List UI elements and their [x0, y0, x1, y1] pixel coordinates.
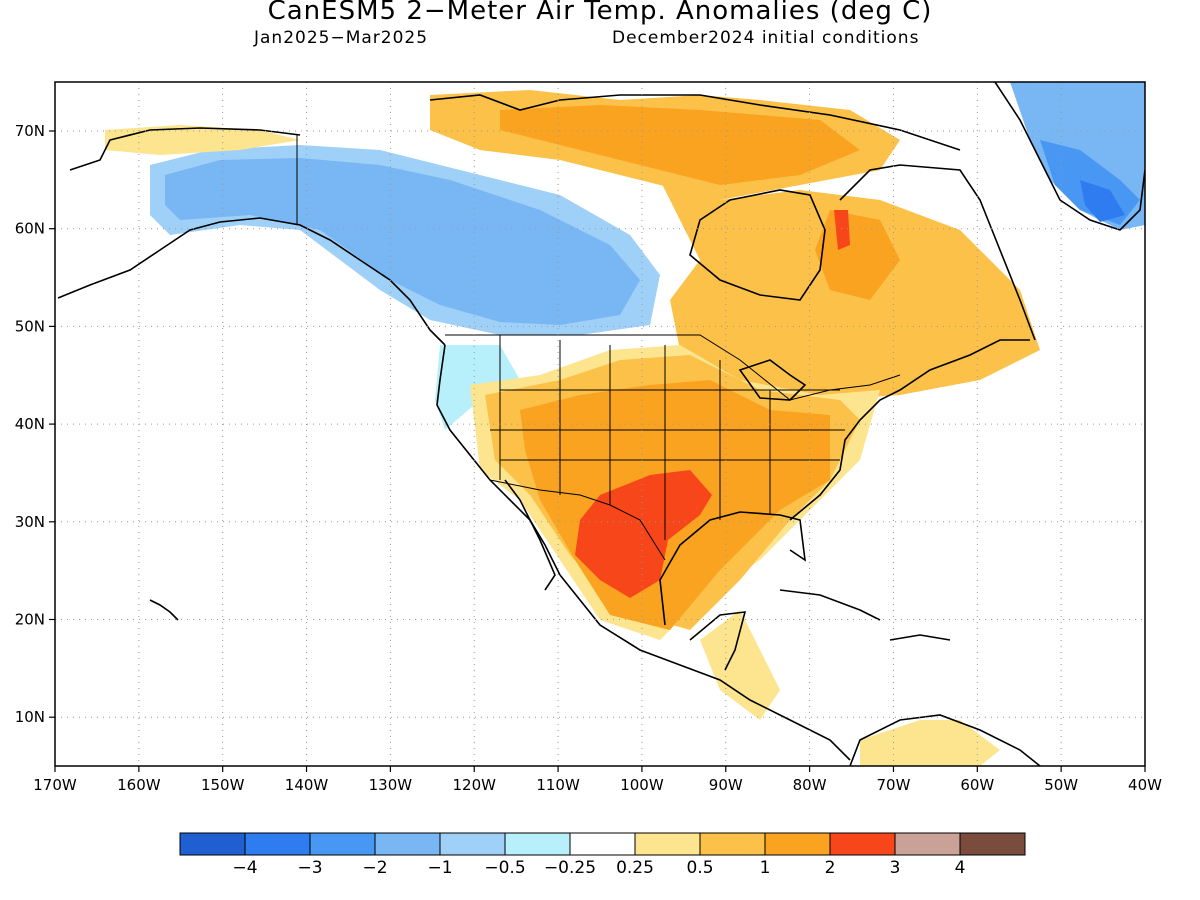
- lat-label: 20N: [15, 611, 45, 629]
- coastline-caribbean: [889, 634, 951, 641]
- colorbar-swatch: [634, 832, 701, 856]
- coastline-labrador: [839, 164, 1036, 341]
- coastline-alaska: [57, 217, 446, 346]
- lat-label: 60N: [15, 220, 45, 238]
- region-hot-quebec: [834, 210, 850, 250]
- coastline-us-west: [436, 344, 561, 576]
- colorbar-swatch: [764, 832, 831, 856]
- axis-ticks: [49, 130, 1146, 772]
- coastline-greenland: [994, 82, 1145, 231]
- colorbar-label: 4: [955, 858, 966, 878]
- colorbar-label: −0.25: [544, 858, 596, 878]
- region-cold-western-canada: [165, 158, 640, 325]
- colorbar: −4 −3 −2 −1 −0.5 −0.25 0.25 0.5 1 2 3 4: [179, 832, 1026, 878]
- region-hot-texas-mexico: [575, 470, 712, 598]
- colorbar-label: 0.5: [686, 858, 713, 878]
- colorbar-label: −2: [362, 858, 387, 878]
- coastline-great-lakes: [738, 359, 807, 401]
- lon-label: 90W: [709, 776, 743, 794]
- coastline-cuba: [779, 589, 881, 621]
- map-title: CanESM5 2−Meter Air Temp. Anomalies (deg…: [267, 0, 933, 26]
- coastline-yucatan: [689, 611, 747, 671]
- region-slight-warm-central-america: [700, 610, 780, 720]
- lon-label: 120W: [452, 776, 496, 794]
- lon-label: 150W: [201, 776, 245, 794]
- colorbar-swatch: [504, 832, 571, 856]
- coastline-hawaii: [149, 599, 179, 621]
- lon-label: 60W: [960, 776, 994, 794]
- colorbar-swatch: [179, 832, 246, 856]
- colorbar-swatch: [374, 832, 441, 856]
- lat-label: 70N: [15, 122, 45, 140]
- border-us-mexico: [489, 479, 666, 561]
- coastline-arctic-islands: [429, 94, 961, 151]
- colorbar-swatch: [894, 832, 961, 856]
- axis-labels: 170W 160W 150W 140W 130W 120W 110W 100W 90W 80W 70…: [15, 122, 1162, 794]
- colorbar-swatch: [959, 832, 1026, 856]
- anomaly-fields: [105, 82, 1145, 766]
- lon-label: 110W: [536, 776, 580, 794]
- lon-label: 140W: [285, 776, 329, 794]
- initial-conditions: December2024 initial conditions: [612, 28, 920, 48]
- region-slight-warm-alaska-coast: [105, 125, 300, 155]
- coastline-baja: [504, 479, 556, 591]
- lon-label: 50W: [1044, 776, 1078, 794]
- colorbar-label: 2: [825, 858, 836, 878]
- border-us-canada: [445, 334, 901, 401]
- region-coldest-greenland: [1080, 180, 1125, 222]
- colorbar-swatch: [439, 832, 506, 856]
- colorbar-label: −4: [232, 858, 257, 878]
- lat-label: 40N: [15, 415, 45, 433]
- lat-label: 30N: [15, 513, 45, 531]
- colorbar-swatch: [244, 832, 311, 856]
- colorbar-swatch: [699, 832, 766, 856]
- colorbar-swatch: [829, 832, 896, 856]
- region-slight-warm-south-america: [860, 720, 1000, 766]
- region-warm-arctic-core: [500, 105, 860, 185]
- lon-label: 80W: [793, 776, 827, 794]
- forecast-period: Jan2025−Mar2025: [254, 28, 429, 48]
- colorbar-label: 3: [890, 858, 901, 878]
- lon-label: 130W: [369, 776, 413, 794]
- lon-label: 70W: [877, 776, 911, 794]
- graticule: [55, 82, 1145, 766]
- colorbar-swatch: [569, 832, 636, 856]
- colorbar-label: −1: [427, 858, 452, 878]
- colorbar-label: −0.5: [484, 858, 525, 878]
- colorbar-swatch: [309, 832, 376, 856]
- coastline-us-east: [789, 339, 1030, 521]
- lon-label: 40W: [1128, 776, 1162, 794]
- coastline-alaska-north: [69, 127, 301, 171]
- colorbar-label: 1: [760, 858, 771, 878]
- lon-label: 100W: [620, 776, 664, 794]
- coastline-south-america: [849, 714, 1041, 766]
- lon-label: 170W: [33, 776, 77, 794]
- political-borders: [296, 135, 901, 561]
- lat-label: 50N: [15, 317, 45, 335]
- coastline-hudson-bay: [689, 189, 826, 301]
- coastline-gulf: [659, 511, 807, 626]
- colorbar-label: −3: [297, 858, 322, 878]
- lat-label: 10N: [15, 708, 45, 726]
- lon-label: 160W: [117, 776, 161, 794]
- colorbar-label: 0.25: [616, 858, 654, 878]
